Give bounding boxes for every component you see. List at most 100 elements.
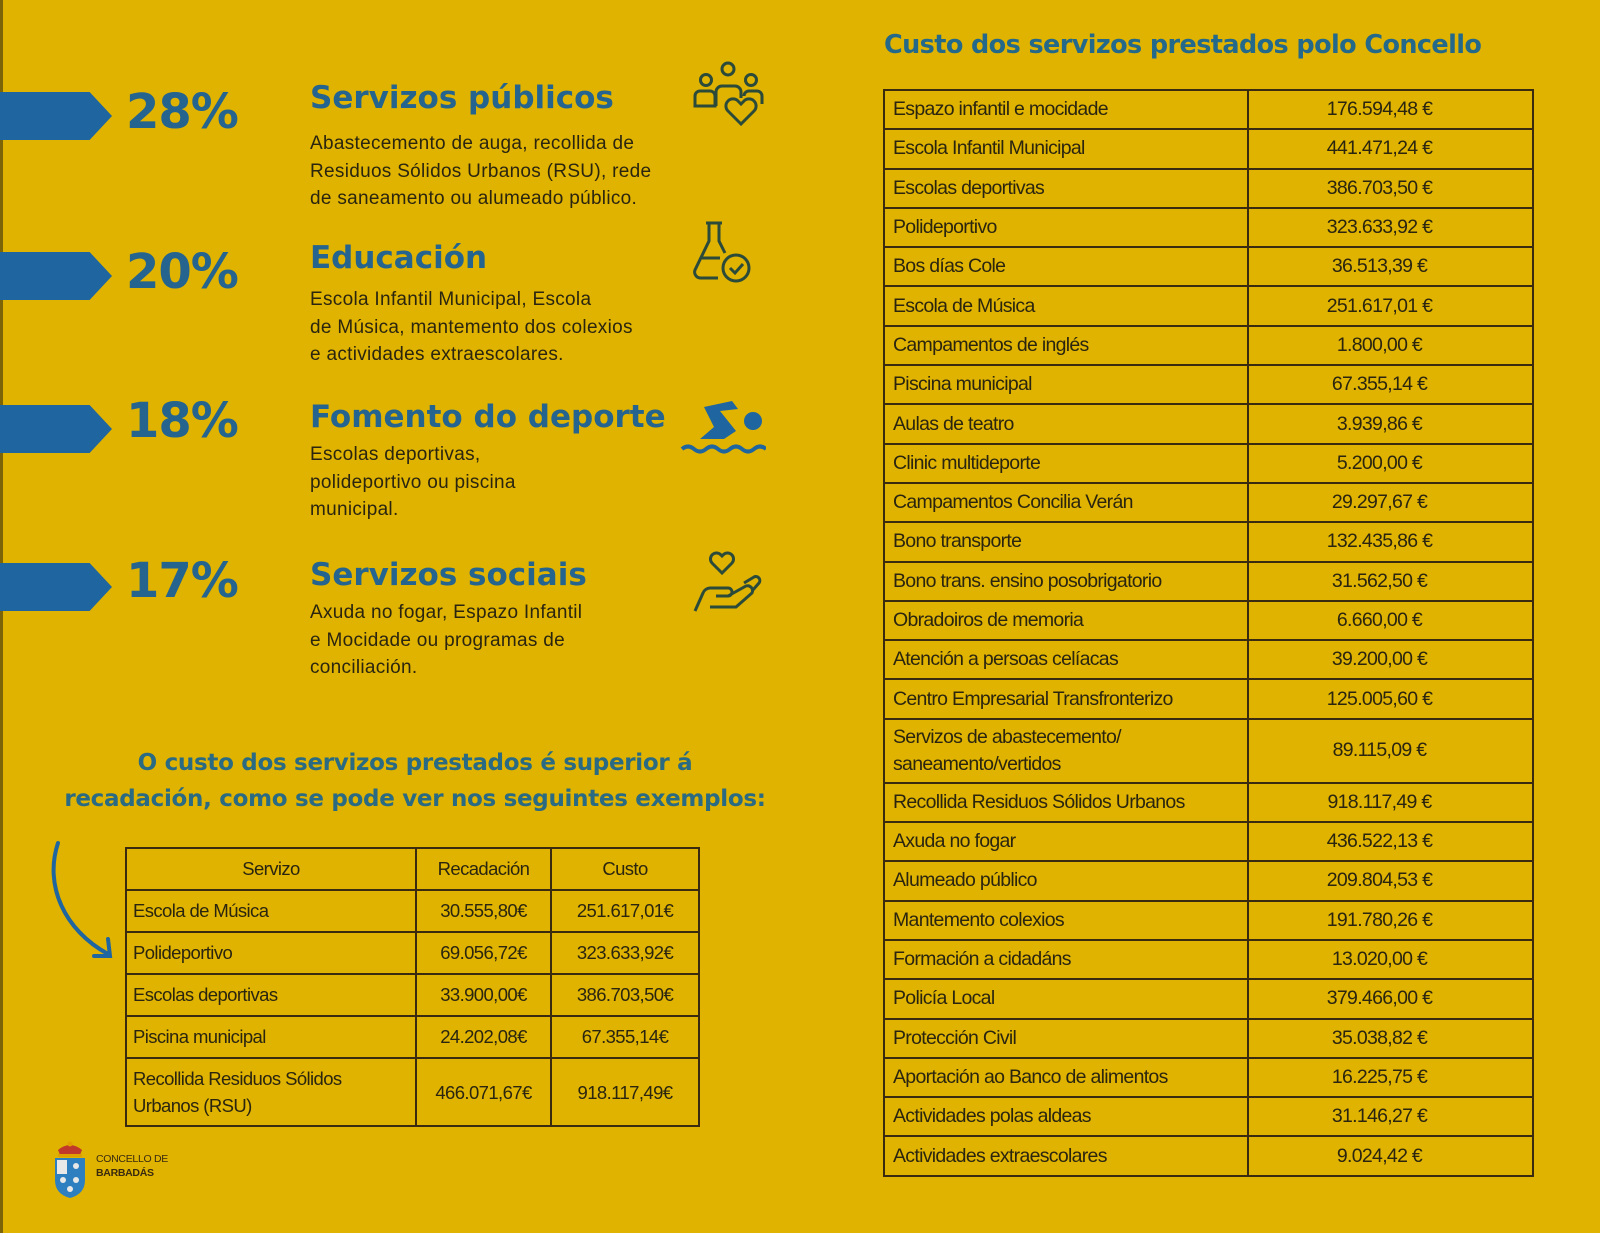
service-cell: Policía Local (883, 978, 1249, 1020)
comparison-table: Servizo Recadación Custo Escola de Músic… (125, 847, 700, 1127)
arrow-marker (0, 92, 112, 140)
stat-percent: 18% (126, 393, 239, 449)
cost-cell: 436.522,13 € (1247, 821, 1534, 863)
cost-cell: 31.562,50 € (1247, 560, 1534, 602)
table-row: Actividades extraescolares 9.024,42 € (883, 1135, 1534, 1177)
table-row: Recollida Residuos Sólidos Urbanos (RSU)… (125, 1057, 700, 1127)
stat-title: Fomento do deporte (310, 399, 666, 435)
service-cell: Obradoiros de memoria (883, 599, 1249, 642)
heading-line: recadación, como se pode ver nos seguint… (64, 786, 766, 812)
desc-line: Abastecemento de auga, recollida de (310, 133, 635, 154)
arrow-marker (0, 252, 112, 300)
table-row: Escolas deportivas 33.900,00€ 386.703,50… (125, 973, 700, 1017)
table-row: Aportación ao Banco de alimentos 16.225,7… (883, 1056, 1534, 1099)
column-header: Recadación (415, 847, 552, 891)
table-row: Escola de Música 30.555,80€ 251.617,01€ (125, 889, 700, 933)
stat-description: Abastecemento de auga, recollida de Resi… (310, 130, 651, 213)
service-cell: Campamentos Concilia Verán (883, 481, 1249, 524)
stat-title: Servizos públicos (310, 80, 614, 116)
cost-cell: 918.117,49 € (1247, 781, 1534, 824)
cost-cell: 918.117,49€ (550, 1057, 700, 1127)
service-cell: Aportación ao Banco de alimentos (883, 1056, 1249, 1099)
cost-cell: 13.020,00 € (1247, 938, 1534, 981)
heading-line: O custo dos servizos prestados é superio… (137, 750, 693, 776)
service-cell: Espazo infantil e mocidade (883, 88, 1249, 131)
table-row: Protección Civil 35.038,82 € (883, 1017, 1534, 1059)
revenue-cell: 69.056,72€ (415, 931, 552, 975)
desc-line: municipal. (310, 499, 399, 520)
service-cell: Mantemento colexios (883, 899, 1249, 941)
table-row: Escola de Música 251.617,01 € (883, 285, 1534, 327)
cost-cell: 39.200,00 € (1247, 639, 1534, 681)
service-cell: Polideportivo (883, 206, 1249, 249)
table-row: Espazo infantil e mocidade 176.594,48 € (883, 88, 1534, 131)
comparison-heading: O custo dos servizos prestados é superio… (40, 745, 790, 817)
service-cell: Protección Civil (883, 1017, 1249, 1059)
table-row: Alumeado público 209.804,53 € (883, 860, 1534, 902)
service-cell: Piscina municipal (883, 364, 1249, 406)
table-row: Escolas deportivas 386.703,50 € (883, 167, 1534, 209)
service-cell: Bono transporte (883, 521, 1249, 563)
service-cell: Escolas deportivas (125, 973, 417, 1017)
stat-percent: 28% (126, 84, 239, 140)
cost-cell: 89.115,09 € (1247, 717, 1534, 784)
cost-cell: 67.355,14 € (1247, 364, 1534, 406)
revenue-cell: 30.555,80€ (415, 889, 552, 933)
column-header: Custo (550, 847, 700, 891)
stat-percent: 17% (126, 553, 239, 609)
cost-cell: 386.703,50€ (550, 973, 700, 1017)
service-cell: Recollida Residuos Sólidos Urbanos (RSU) (125, 1057, 417, 1127)
table-row: Escola Infantil Municipal 441.471,24 € (883, 128, 1534, 170)
desc-line: de saneamento ou alumeado público. (310, 188, 638, 209)
cost-cell: 323.633,92€ (550, 931, 700, 975)
cost-cell: 35.038,82 € (1247, 1017, 1534, 1059)
service-cell: Alumeado público (883, 860, 1249, 902)
cost-cell: 209.804,53 € (1247, 860, 1534, 902)
flask-check-icon (693, 221, 751, 283)
stat-title: Educación (310, 240, 488, 276)
cost-cell: 125.005,60 € (1247, 678, 1534, 720)
revenue-cell: 466.071,67€ (415, 1057, 552, 1127)
service-cell: Servizos de abastecemento/ saneamento/ve… (883, 717, 1249, 784)
service-cell: Campamentos de inglés (883, 324, 1249, 367)
cost-cell: 1.800,00 € (1247, 324, 1534, 367)
cost-cell: 36.513,39 € (1247, 246, 1534, 288)
service-cell: Aulas de teatro (883, 403, 1249, 445)
service-cell: Bos días Cole (883, 246, 1249, 288)
cost-cell: 379.466,00 € (1247, 978, 1534, 1020)
cost-cell: 323.633,92 € (1247, 206, 1534, 249)
table-row: Axuda no fogar 436.522,13 € (883, 821, 1534, 863)
service-cell: Actividades polas aldeas (883, 1096, 1249, 1138)
arrow-marker (0, 405, 112, 453)
cost-cell: 176.594,48 € (1247, 88, 1534, 131)
stat-description: Axuda no fogar, Espazo Infantil e Mocida… (310, 599, 582, 682)
service-cell: Bono trans. ensino posobrigatorio (883, 560, 1249, 602)
table-row: Piscina municipal 67.355,14 € (883, 364, 1534, 406)
cost-cell: 386.703,50 € (1247, 167, 1534, 209)
table-row: Servizos de abastecemento/ saneamento/ve… (883, 717, 1534, 784)
service-cell: Formación a cidadáns (883, 938, 1249, 981)
people-heart-icon (693, 61, 764, 126)
desc-line: Escolas deportivas, (310, 444, 481, 465)
concello-name: CONCELLO DE BARBADÁS (96, 1152, 168, 1180)
table-row: Recollida Residuos Sólidos Urbanos 918.11… (883, 781, 1534, 824)
cost-cell: 31.146,27 € (1247, 1096, 1534, 1138)
service-cell: Polideportivo (125, 931, 417, 975)
service-cell: Actividades extraescolares (883, 1135, 1249, 1177)
table-row: Piscina municipal 24.202,08€ 67.355,14€ (125, 1015, 700, 1059)
desc-line: e Mocidade ou programas de (310, 629, 565, 651)
table-row: Actividades polas aldeas 31.146,27 € (883, 1096, 1534, 1138)
desc-line: conciliación. (310, 657, 418, 678)
desc-line: Escola Infantil Municipal, Escola (310, 289, 592, 310)
cost-cell: 5.200,00 € (1247, 442, 1534, 484)
table-row: Campamentos de inglés 1.800,00 € (883, 324, 1534, 367)
page-edge (0, 0, 3, 1233)
desc-line: polideportivo ou piscina (310, 471, 516, 493)
desc-line: Axuda no fogar, Espazo Infantil (310, 602, 583, 623)
service-cell: Piscina municipal (125, 1015, 417, 1059)
cost-cell: 16.225,75 € (1247, 1056, 1534, 1099)
desc-line: e actividades extraescolares. (310, 344, 564, 365)
table-header-row: Servizo Recadación Custo (125, 847, 700, 891)
logo-line: BARBADÁS (96, 1167, 154, 1179)
table-row: Clinic multideporte 5.200,00 € (883, 442, 1534, 484)
